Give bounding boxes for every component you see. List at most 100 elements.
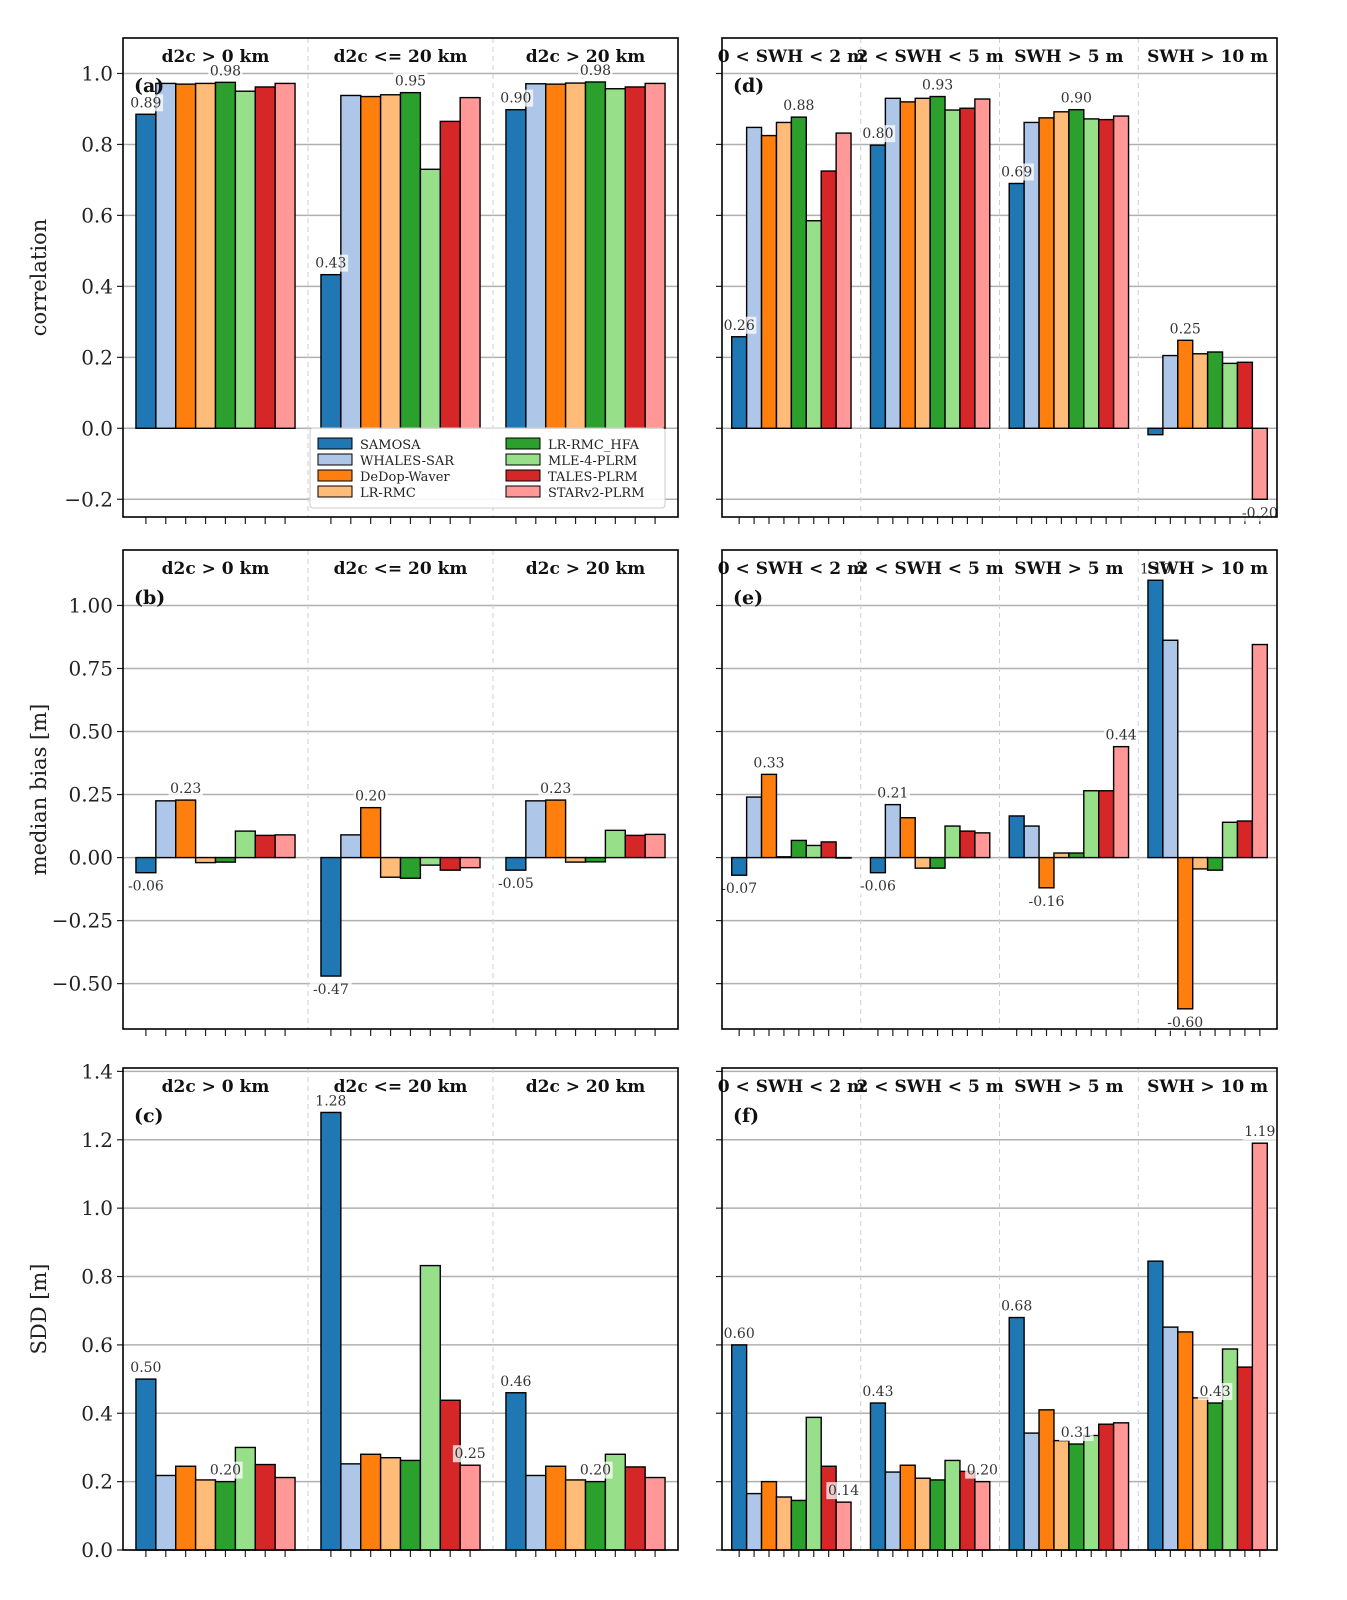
data-label-bg	[353, 787, 388, 805]
bar-lr-rmc	[379, 1457, 402, 1551]
bar-tales-plrm	[1098, 790, 1115, 859]
bar-samosa	[505, 1392, 527, 1551]
data-label: 1.28	[313, 1092, 349, 1110]
data-label: -0.06	[124, 877, 167, 895]
bar-mle-4-plrm	[805, 844, 822, 859]
bar-mle-4-plrm	[419, 168, 441, 429]
bar-tales-plrm	[959, 1470, 976, 1551]
data-label-text: -0.16	[1029, 894, 1065, 910]
bar-whales-sar	[1162, 354, 1179, 429]
bar-whales-sar	[155, 1474, 177, 1551]
category-label: 0 < SWH < 2 m	[718, 47, 865, 67]
bar-mle-4-plrm	[805, 220, 822, 429]
bar-dedop-waver	[175, 1465, 197, 1551]
data-label-text: 1.19	[1244, 1124, 1275, 1140]
category-label: d2c > 0 km	[162, 559, 270, 579]
data-label-text: 0.43	[862, 1384, 893, 1400]
bar-dedop-waver	[760, 1480, 778, 1551]
bar-dedop-waver	[1038, 856, 1055, 889]
y-axis-label: median bias [m]	[27, 704, 51, 876]
data-label-bg	[999, 1297, 1034, 1315]
y-tick-label: 0.6	[81, 1333, 113, 1357]
y-tick-label: 1.4	[81, 1059, 113, 1083]
category-label: 0 < SWH < 2 m	[718, 1077, 865, 1097]
legend-swatch	[317, 485, 353, 498]
bar-whales-sar	[745, 796, 763, 859]
data-label-bg	[875, 784, 911, 802]
bar-starv2-plrm	[835, 1501, 852, 1551]
data-label-bg	[498, 1372, 534, 1390]
bar-dedop-waver	[1177, 339, 1194, 429]
data-label-text: 0.14	[828, 1483, 859, 1499]
legend-box	[309, 427, 666, 509]
bar-lr-rmc	[1192, 1397, 1209, 1551]
bar-starv2-plrm	[644, 1476, 666, 1551]
bar-starv2-plrm	[459, 856, 481, 869]
y-tick-label: 0.0	[81, 1538, 113, 1562]
data-label-text: 1.10	[1140, 561, 1171, 577]
data-label-text: 0.88	[783, 98, 814, 114]
bar-tales-plrm	[254, 86, 276, 429]
bar-starv2-plrm	[459, 1464, 481, 1551]
data-label: 0.68	[999, 1297, 1034, 1315]
data-label: -0.60	[1164, 1013, 1207, 1031]
data-label-text: 0.31	[1061, 1425, 1092, 1441]
bar-lr-rmc_hfa	[399, 856, 422, 879]
y-tick-label: 0.0	[81, 416, 113, 440]
bar-lr-rmc_hfa	[790, 116, 807, 429]
data-label-bg	[856, 877, 899, 895]
bar-samosa	[731, 336, 748, 429]
data-label: 0.43	[860, 1383, 896, 1401]
y-tick-label: 0.2	[81, 1470, 113, 1494]
legend-swatch	[505, 453, 541, 466]
data-label-bg	[1059, 1424, 1094, 1442]
data-label: 0.20	[965, 1461, 1000, 1479]
y-tick-label: 0.25	[68, 783, 113, 807]
data-label-text: 0.69	[1001, 164, 1032, 180]
legend-label: LR-RMC	[360, 486, 416, 501]
data-label-bg	[826, 1482, 861, 1500]
data-label-text: -0.06	[860, 879, 896, 895]
data-label: 0.33	[751, 754, 787, 772]
data-label-text: 0.23	[540, 781, 571, 797]
bar-lr-rmc_hfa	[584, 856, 607, 863]
bar-samosa	[135, 113, 157, 429]
bar-dedop-waver	[899, 817, 916, 859]
bar-lr-rmc	[379, 94, 402, 429]
bar-samosa	[1008, 1316, 1025, 1551]
data-label-text: 0.50	[130, 1360, 161, 1376]
bar-lr-rmc_hfa	[1206, 351, 1224, 429]
data-label-bg	[721, 316, 757, 334]
data-label: -0.05	[494, 875, 537, 893]
bar-lr-rmc	[194, 82, 217, 429]
bar-mle-4-plrm	[1083, 1434, 1100, 1551]
bar-starv2-plrm	[974, 832, 991, 859]
bar-lr-rmc_hfa	[1068, 108, 1085, 429]
category-label: 2 < SWH < 5 m	[857, 1077, 1004, 1097]
data-label-text: 0.80	[862, 126, 893, 142]
bar-tales-plrm	[439, 856, 461, 871]
data-label: 0.26	[721, 316, 757, 334]
bar-whales-sar	[884, 97, 901, 429]
panel-label: (c)	[134, 1105, 164, 1127]
bar-lr-rmc	[775, 121, 793, 429]
y-tick-label: 0.50	[68, 720, 113, 744]
bar-starv2-plrm	[974, 1480, 991, 1551]
legend-label: STARv2-PLRM	[548, 486, 645, 501]
bar-lr-rmc	[914, 1477, 931, 1551]
bar-tales-plrm	[1236, 820, 1254, 859]
data-label-text: -0.05	[498, 876, 534, 892]
data-label-bg	[781, 97, 817, 115]
data-label-text: -0.06	[128, 879, 164, 895]
data-label: 0.23	[168, 780, 203, 798]
data-label-bg	[920, 76, 955, 94]
bar-mle-4-plrm	[1083, 790, 1100, 859]
bar-starv2-plrm	[274, 82, 296, 429]
y-tick-label: 0.2	[81, 345, 113, 369]
data-label-text: 0.25	[1170, 321, 1201, 337]
bar-lr-rmc_hfa	[214, 81, 237, 429]
bar-starv2-plrm	[974, 98, 991, 429]
bar-samosa	[1008, 815, 1025, 859]
data-label-text: -0.47	[313, 982, 349, 998]
legend-label: TALES-PLRM	[548, 470, 638, 485]
